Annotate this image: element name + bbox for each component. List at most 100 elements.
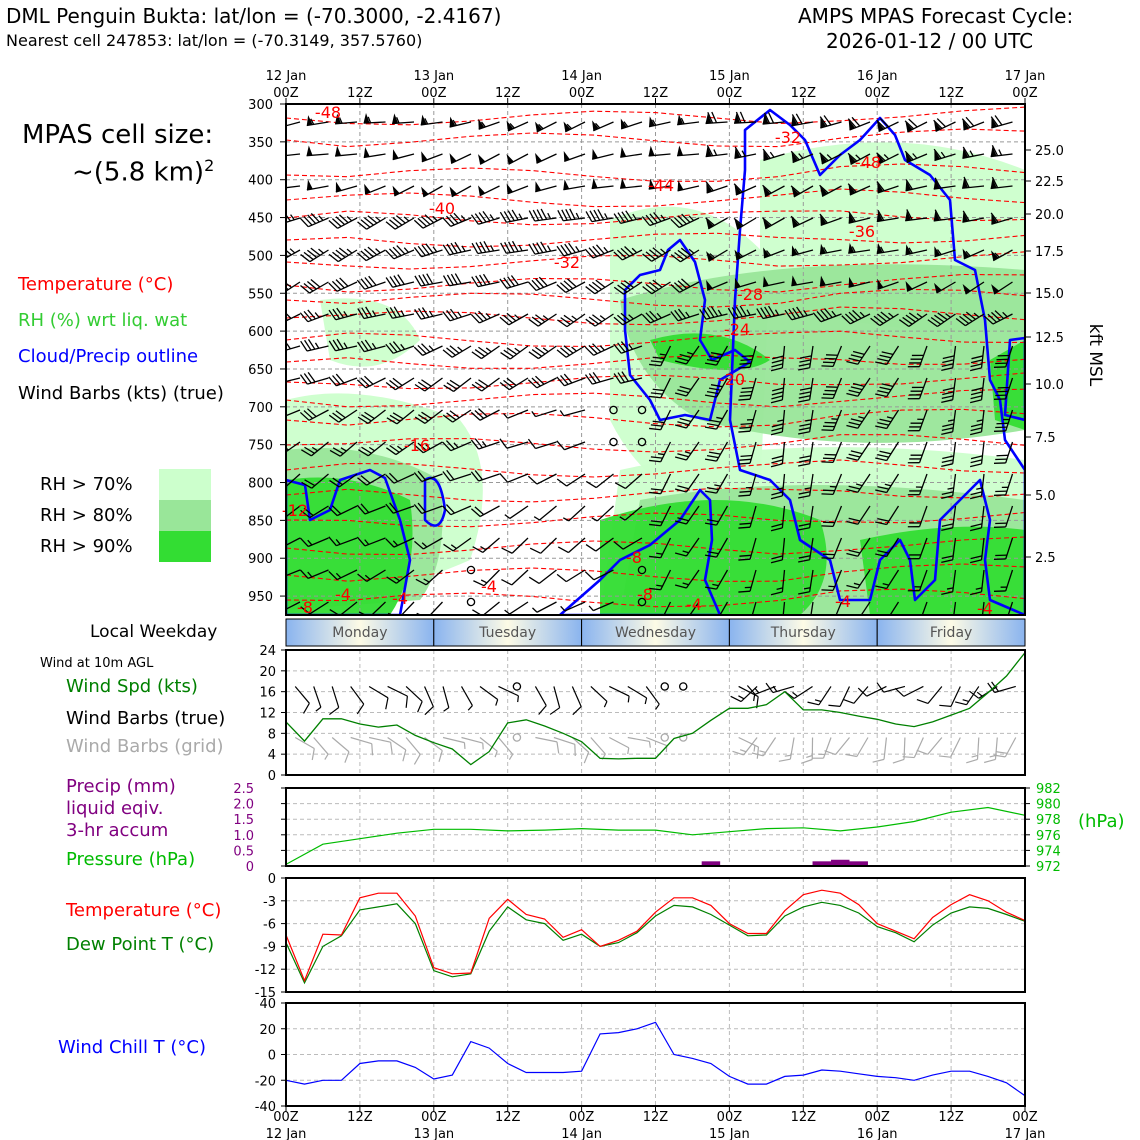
wind-barb <box>918 601 928 615</box>
barb-half <box>428 310 434 317</box>
time-tick-label-bottom: 00Z <box>421 1110 447 1125</box>
barb-flag <box>850 386 863 391</box>
barb-half <box>575 212 580 220</box>
barb-flag <box>993 398 1006 400</box>
barb-flag <box>421 216 431 225</box>
wind-barb <box>848 211 871 224</box>
barb-flag <box>941 427 954 432</box>
barb-shaft <box>564 153 586 163</box>
wind-barb <box>875 377 900 398</box>
barb-flag <box>307 339 316 350</box>
barb-shaft <box>368 685 389 699</box>
barb-flag <box>389 502 398 513</box>
calm-circle <box>678 682 688 691</box>
barb-flag <box>970 527 982 532</box>
rh-shading-region <box>650 333 770 370</box>
barb-pennant <box>478 185 486 196</box>
barb-shaft <box>883 737 888 760</box>
barb-pennant <box>905 180 912 191</box>
precip-axis-label: 1.0 <box>233 829 254 844</box>
barb-flag <box>360 278 369 289</box>
wind-barb <box>385 341 415 354</box>
barb-shaft <box>564 601 586 612</box>
barb-half <box>452 119 457 126</box>
barb-shaft <box>509 377 529 391</box>
wind-barb <box>832 601 843 615</box>
wind-barb <box>385 306 415 319</box>
barb-flag <box>984 758 996 764</box>
barb-half <box>335 572 342 579</box>
barb-flag <box>389 444 400 453</box>
barb-flag <box>734 146 742 158</box>
local-weekday-label: Local Weekday <box>90 622 218 642</box>
wind-barb <box>532 601 557 613</box>
wind-barb <box>442 212 472 227</box>
wind-barb <box>993 441 1014 464</box>
cloud-outline <box>623 238 752 422</box>
barb-half <box>485 312 491 319</box>
wind-barb <box>472 537 500 553</box>
barb-flag <box>970 559 982 564</box>
barb-flag <box>649 213 658 224</box>
barb-flag <box>846 488 858 493</box>
wind-barb <box>791 113 814 127</box>
barb-pennant <box>877 182 884 193</box>
isotherm-label: -8 <box>637 585 653 604</box>
wind-barb <box>821 409 843 432</box>
calm-circle <box>637 405 647 415</box>
wind-barb <box>470 310 500 324</box>
barb-half <box>998 149 1003 156</box>
wind-barb <box>993 409 1014 432</box>
barb-shaft <box>781 601 786 615</box>
wind-barb <box>993 473 1014 496</box>
barb-shaft <box>736 249 757 261</box>
barb-half <box>709 253 716 259</box>
wind-barb <box>798 473 814 499</box>
barb-shaft <box>563 185 586 191</box>
barb-half <box>803 587 811 590</box>
barb-shaft <box>791 121 814 127</box>
barb-flag <box>473 580 485 587</box>
barb-flag <box>679 385 692 391</box>
wind-barb <box>907 377 928 400</box>
barb-shaft <box>591 185 614 190</box>
legend-wind-barbs-grid: Wind Barbs (grid) <box>66 736 224 757</box>
barb-shaft <box>479 505 500 518</box>
barb-flag <box>584 571 595 581</box>
wind-barb <box>556 440 586 451</box>
barb-half <box>604 213 609 220</box>
isotherm-line <box>286 372 1025 390</box>
wind-barb <box>627 685 648 705</box>
barb-flag <box>812 312 822 323</box>
isotherm-line <box>286 288 1025 308</box>
barb-pennant <box>506 154 514 165</box>
barb-half <box>828 585 835 588</box>
barb-pennant <box>905 152 913 163</box>
barb-half <box>716 416 723 420</box>
barb-shaft <box>366 217 386 230</box>
time-tick-label-bottom: 16 Jan <box>857 1127 898 1140</box>
time-tick-label-bottom: 12Z <box>938 1110 964 1125</box>
wind-barb <box>620 146 643 158</box>
barb-flag <box>652 388 665 392</box>
barb-flag <box>784 309 793 321</box>
barb-pennant <box>677 114 684 125</box>
barb-half <box>859 311 866 318</box>
wind-barb <box>557 208 586 222</box>
barb-half <box>490 245 495 252</box>
windchill-axis-label: 0 <box>268 1049 276 1064</box>
wind-barb <box>933 209 956 222</box>
barb-shaft <box>511 569 529 586</box>
wind-barb <box>405 686 423 713</box>
barb-flag <box>846 456 858 461</box>
wind-barb <box>614 473 643 490</box>
isotherm-line <box>286 163 1025 182</box>
wind-barb <box>970 569 985 596</box>
barb-shaft <box>648 121 671 128</box>
barb-flag <box>798 395 811 399</box>
barb-flag <box>738 590 751 593</box>
barb-flag <box>540 241 548 253</box>
barb-flag <box>328 282 338 292</box>
barb-flag <box>674 424 687 429</box>
barb-half <box>504 609 510 615</box>
